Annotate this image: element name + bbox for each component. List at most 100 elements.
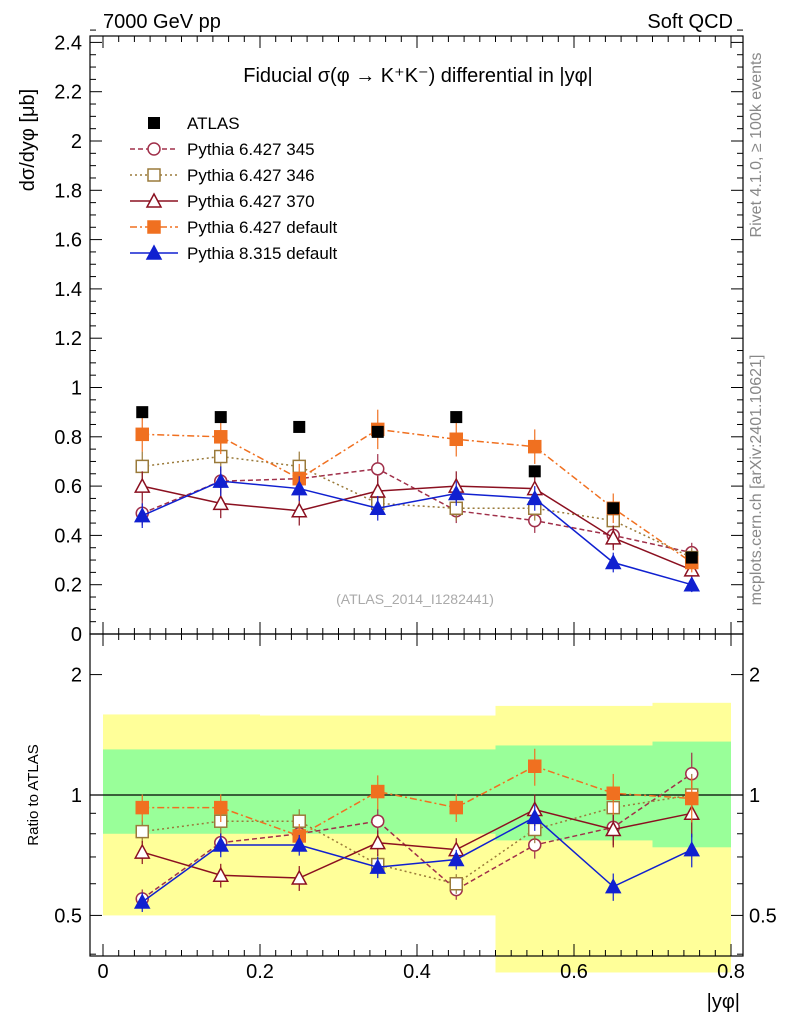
ratio-series — [133, 748, 701, 912]
series-point — [604, 529, 622, 545]
watermark: (ATLAS_2014_I1282441) — [336, 591, 494, 607]
y-tick-label: 1.8 — [54, 180, 82, 202]
ratio-line — [142, 794, 692, 885]
series-point — [135, 459, 149, 474]
legend-label: Pythia 6.427 370 — [187, 192, 315, 211]
series-point — [212, 472, 230, 488]
ratio-point — [449, 800, 463, 815]
series-point — [526, 489, 544, 506]
series-point — [135, 427, 149, 442]
y-tick-label: 0.2 — [54, 575, 82, 597]
data-point — [136, 406, 149, 419]
ratio-point — [369, 834, 387, 850]
series-line — [142, 428, 693, 564]
series-point — [369, 499, 387, 516]
chart-title: Fiducial σ(φ → K⁺K⁻) differential in |yφ… — [243, 65, 593, 87]
legend-label: Pythia 6.427 default — [187, 218, 338, 237]
legend-label: ATLAS — [187, 114, 240, 133]
x-tick-labels: 0 0.2 0.4 0.6 0.8 — [97, 961, 744, 983]
main-series — [133, 406, 701, 593]
legend-marker-atlas — [148, 117, 160, 129]
data-point — [371, 425, 384, 438]
ratio-tick-label-right: 1 — [749, 785, 760, 807]
y-tick-label: 2.4 — [54, 32, 82, 54]
x-tick-label: 0.2 — [246, 961, 274, 983]
ratio-bands — [103, 702, 731, 973]
series-point — [290, 502, 308, 518]
ratio-line — [141, 773, 693, 900]
series-point — [604, 553, 622, 570]
series-point — [371, 462, 385, 476]
axis-ticks — [90, 29, 743, 956]
data-point — [450, 411, 463, 424]
series-point — [683, 576, 701, 592]
ratio-point — [606, 786, 620, 801]
ratio-point — [290, 869, 308, 885]
ratio-point — [290, 836, 308, 852]
ratio-point — [135, 800, 149, 815]
series-line — [142, 485, 693, 571]
y-tick-label: 1 — [71, 378, 82, 400]
series-point — [212, 494, 230, 511]
x-axis-label: |yφ| — [707, 991, 740, 1013]
series-point — [133, 477, 151, 493]
y-axis-label: dσ/dyφ [μb] — [17, 89, 39, 191]
x-tick-label: 0 — [97, 961, 108, 983]
legend: ATLAS Pythia 6.427 345 Pythia 6.427 346 Pyt… — [130, 114, 338, 263]
ratio-line — [141, 816, 693, 903]
legend-label: Pythia 6.427 346 — [187, 166, 315, 185]
legend-marker — [145, 192, 163, 208]
ratio-tick-label-right: 2 — [749, 665, 760, 687]
ratio-line — [142, 765, 692, 837]
x-tick-label: 0.8 — [717, 961, 745, 983]
ratio-point — [133, 843, 151, 859]
data-point — [607, 502, 620, 515]
y-tick-label: 0 — [71, 624, 82, 646]
ratio-point — [369, 858, 387, 874]
ratio-point — [447, 850, 465, 867]
legend-marker — [147, 220, 161, 234]
y-tick-label: 1.4 — [54, 279, 82, 301]
header-left: 7000 GeV pp — [103, 11, 221, 33]
ratio-point — [449, 876, 463, 891]
series-point — [214, 430, 228, 444]
ratio-y-axis-label: Ratio to ATLAS — [25, 744, 42, 845]
series-line — [141, 480, 692, 586]
series-point — [449, 432, 463, 447]
ratio-tick-label: 0.5 — [54, 905, 82, 927]
mcplots-label: mcplots.cern.ch [arXiv:2401.10621] — [748, 355, 765, 606]
legend-label: Pythia 6.427 345 — [187, 140, 315, 159]
series-point — [133, 507, 151, 523]
ratio-point — [133, 893, 151, 909]
y-tick-labels: 0 0.2 0.4 0.6 0.8 1 1.2 1.4 1.6 1.8 2 2.2 2.4 — [54, 32, 82, 646]
ratio-point — [604, 820, 622, 837]
ratio-point — [526, 808, 544, 824]
legend-label: Pythia 8.315 default — [187, 244, 338, 263]
ratio-line — [142, 808, 692, 879]
data-point — [685, 551, 698, 564]
series-point — [528, 439, 542, 454]
ratio-point — [212, 866, 230, 883]
ratio-point — [528, 759, 542, 773]
rivet-label: Rivet 4.1.0, ≥ 100k events — [748, 53, 765, 238]
legend-marker — [145, 244, 163, 260]
ratio-point — [135, 824, 149, 839]
ratio-point — [212, 836, 230, 852]
ratio-point — [685, 791, 699, 806]
ratio-point — [371, 784, 385, 799]
ratio-tick-label-right: 0.5 — [749, 905, 777, 927]
header-right: Soft QCD — [647, 11, 733, 33]
series-point — [447, 484, 465, 501]
y-tick-label: 1.2 — [54, 328, 82, 350]
y-tick-label: 0.6 — [54, 476, 82, 498]
ratio-point — [371, 814, 385, 828]
legend-marker — [147, 168, 161, 182]
ratio-point — [604, 878, 622, 894]
ratio-point — [214, 800, 228, 815]
y-tick-label: 1.6 — [54, 230, 82, 252]
ratio-tick-label: 1 — [71, 785, 82, 807]
data-point — [293, 420, 306, 433]
y-tick-label: 2.2 — [54, 82, 82, 104]
series-line — [141, 468, 692, 554]
